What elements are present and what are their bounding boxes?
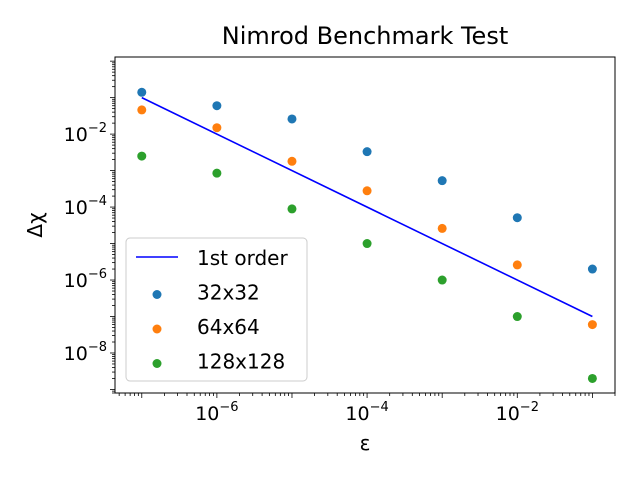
point-128x128 [437, 275, 447, 285]
plot-area [114, 56, 616, 394]
point-32x32 [362, 147, 372, 157]
point-64x64 [362, 186, 372, 196]
legend-label: 32x32 [197, 281, 260, 305]
x-tick-label: 10−4 [345, 400, 388, 425]
chart-title: Nimrod Benchmark Test [222, 22, 508, 50]
legend-label: 1st order [197, 246, 288, 270]
legend-label: 64x64 [197, 315, 260, 339]
point-32x32 [137, 87, 147, 97]
point-64x64 [512, 260, 522, 270]
x-tick-label: 10−6 [195, 400, 238, 425]
point-128x128 [212, 168, 222, 178]
legend-label: 128x128 [197, 350, 285, 374]
point-64x64 [437, 223, 447, 233]
y-tick-label: 10−2 [64, 121, 107, 146]
legend-marker [152, 290, 162, 299]
legend-box [125, 237, 308, 382]
y-tick-label: 10−8 [64, 340, 107, 365]
point-128x128 [362, 239, 372, 249]
point-128x128 [137, 151, 147, 161]
point-32x32 [212, 101, 222, 111]
legend: 1st order 32x32 64x64 128x128 [125, 237, 308, 382]
point-64x64 [212, 123, 222, 133]
point-32x32 [587, 264, 597, 274]
y-tick-label: 10−6 [64, 267, 107, 292]
point-64x64 [137, 105, 147, 115]
x-axis-label: ε [360, 431, 371, 455]
point-128x128 [287, 204, 297, 214]
point-32x32 [287, 114, 297, 124]
x-tick-label: 10−2 [496, 400, 539, 425]
point-64x64 [587, 320, 597, 330]
y-tick-label: 10−4 [64, 194, 107, 219]
data-points [137, 87, 597, 383]
reference-line-layer [141, 96, 593, 318]
point-128x128 [587, 373, 597, 383]
point-32x32 [437, 176, 447, 186]
legend-marker [152, 324, 162, 334]
legend-marker [152, 359, 162, 368]
first-order-line [141, 96, 593, 318]
point-32x32 [512, 213, 522, 223]
point-128x128 [512, 312, 522, 322]
y-axis-label: Δχ [23, 212, 47, 237]
axis-ticks: 10−6 10−4 10−2 10−8 10−6 10−4 10−2 [64, 60, 616, 425]
point-64x64 [287, 156, 297, 166]
